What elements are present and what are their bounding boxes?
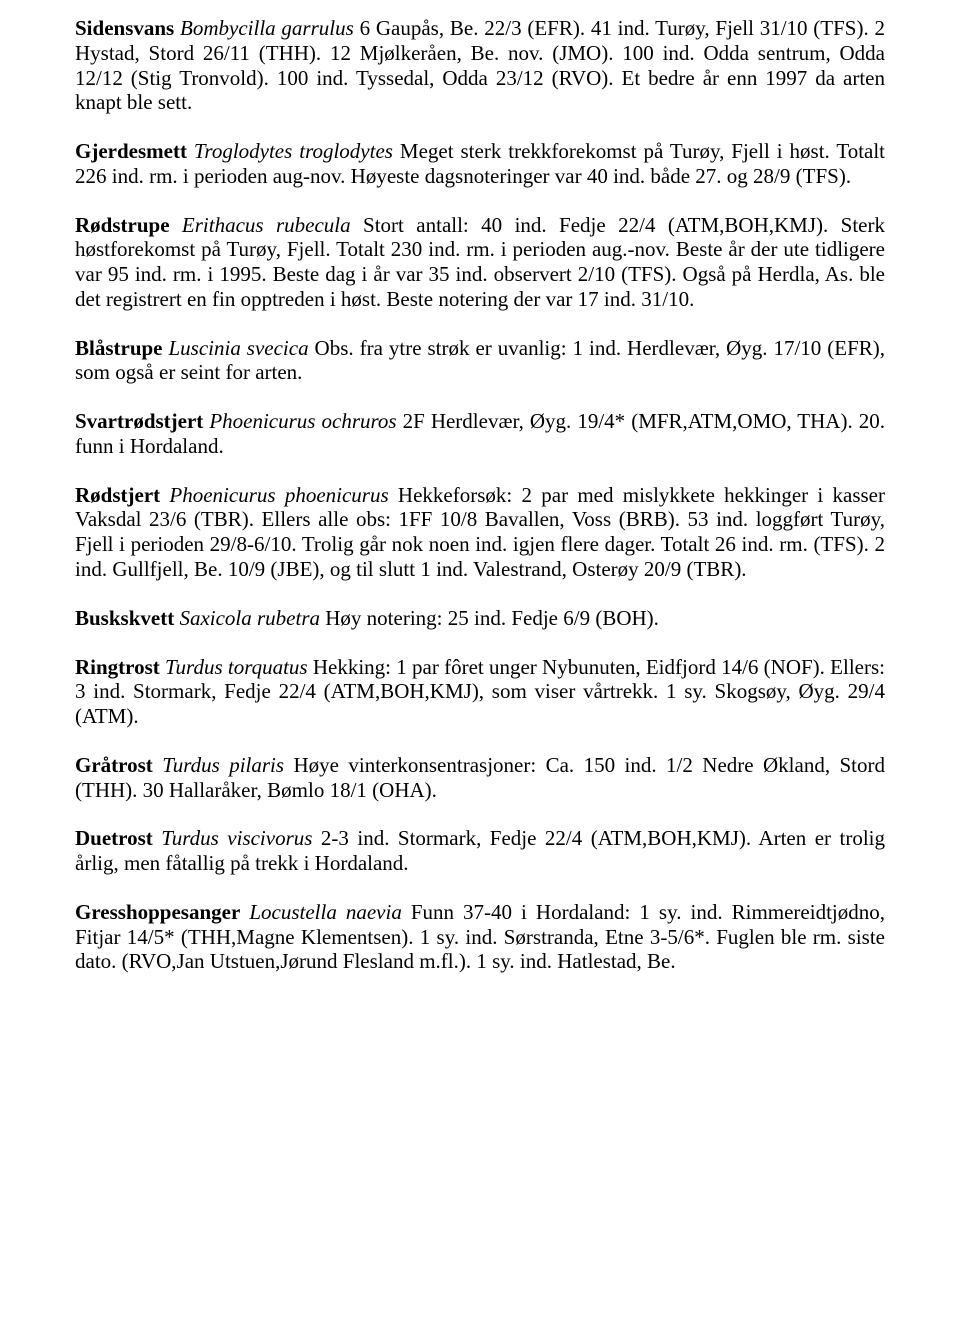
species-entry: Duetrost Turdus viscivorus 2-3 ind. Stor… <box>75 826 885 876</box>
species-entry: Gjerdesmett Troglodytes troglodytes Mege… <box>75 139 885 189</box>
entry-text <box>187 139 194 163</box>
species-entry: Svartrødstjert Phoenicurus ochruros 2F H… <box>75 409 885 459</box>
species-entry: Rødstrupe Erithacus rubecula Stort antal… <box>75 213 885 312</box>
species-entry: Buskskvett Saxicola rubetra Høy notering… <box>75 606 885 631</box>
species-common-name: Blåstrupe <box>75 336 163 360</box>
species-latin-name: Phoenicurus ochruros <box>209 409 396 433</box>
species-common-name: Buskskvett <box>75 606 174 630</box>
species-common-name: Rødstrupe <box>75 213 170 237</box>
document-body: Sidensvans Bombycilla garrulus 6 Gaupås,… <box>75 16 885 974</box>
entry-text <box>240 900 249 924</box>
species-common-name: Duetrost <box>75 826 153 850</box>
species-latin-name: Bombycilla garrulus <box>180 16 354 40</box>
entry-text <box>170 213 182 237</box>
entry-text <box>153 826 161 850</box>
entry-text <box>153 753 162 777</box>
species-latin-name: Erithacus rubecula <box>182 213 351 237</box>
species-entry: Gresshoppesanger Locustella naevia Funn … <box>75 900 885 974</box>
species-common-name: Ringtrost <box>75 655 160 679</box>
species-latin-name: Turdus pilaris <box>162 753 284 777</box>
species-latin-name: Troglodytes troglodytes <box>194 139 393 163</box>
species-common-name: Sidensvans <box>75 16 174 40</box>
species-entry: Gråtrost Turdus pilaris Høye vinterkonse… <box>75 753 885 803</box>
species-common-name: Gråtrost <box>75 753 153 777</box>
species-common-name: Svartrødstjert <box>75 409 203 433</box>
species-entry: Ringtrost Turdus torquatus Hekking: 1 pa… <box>75 655 885 729</box>
species-latin-name: Saxicola rubetra <box>179 606 320 630</box>
species-entry: Blåstrupe Luscinia svecica Obs. fra ytre… <box>75 336 885 386</box>
species-common-name: Gresshoppesanger <box>75 900 240 924</box>
species-common-name: Rødstjert <box>75 483 160 507</box>
species-entry: Rødstjert Phoenicurus phoenicurus Hekkef… <box>75 483 885 582</box>
species-latin-name: Luscinia svecica <box>168 336 308 360</box>
species-latin-name: Turdus viscivorus <box>161 826 312 850</box>
species-entry: Sidensvans Bombycilla garrulus 6 Gaupås,… <box>75 16 885 115</box>
species-latin-name: Locustella naevia <box>249 900 402 924</box>
species-latin-name: Turdus torquatus <box>165 655 308 679</box>
species-common-name: Gjerdesmett <box>75 139 187 163</box>
entry-text: Høy notering: 25 ind. Fedje 6/9 (BOH). <box>320 606 659 630</box>
species-latin-name: Phoenicurus phoenicurus <box>169 483 388 507</box>
